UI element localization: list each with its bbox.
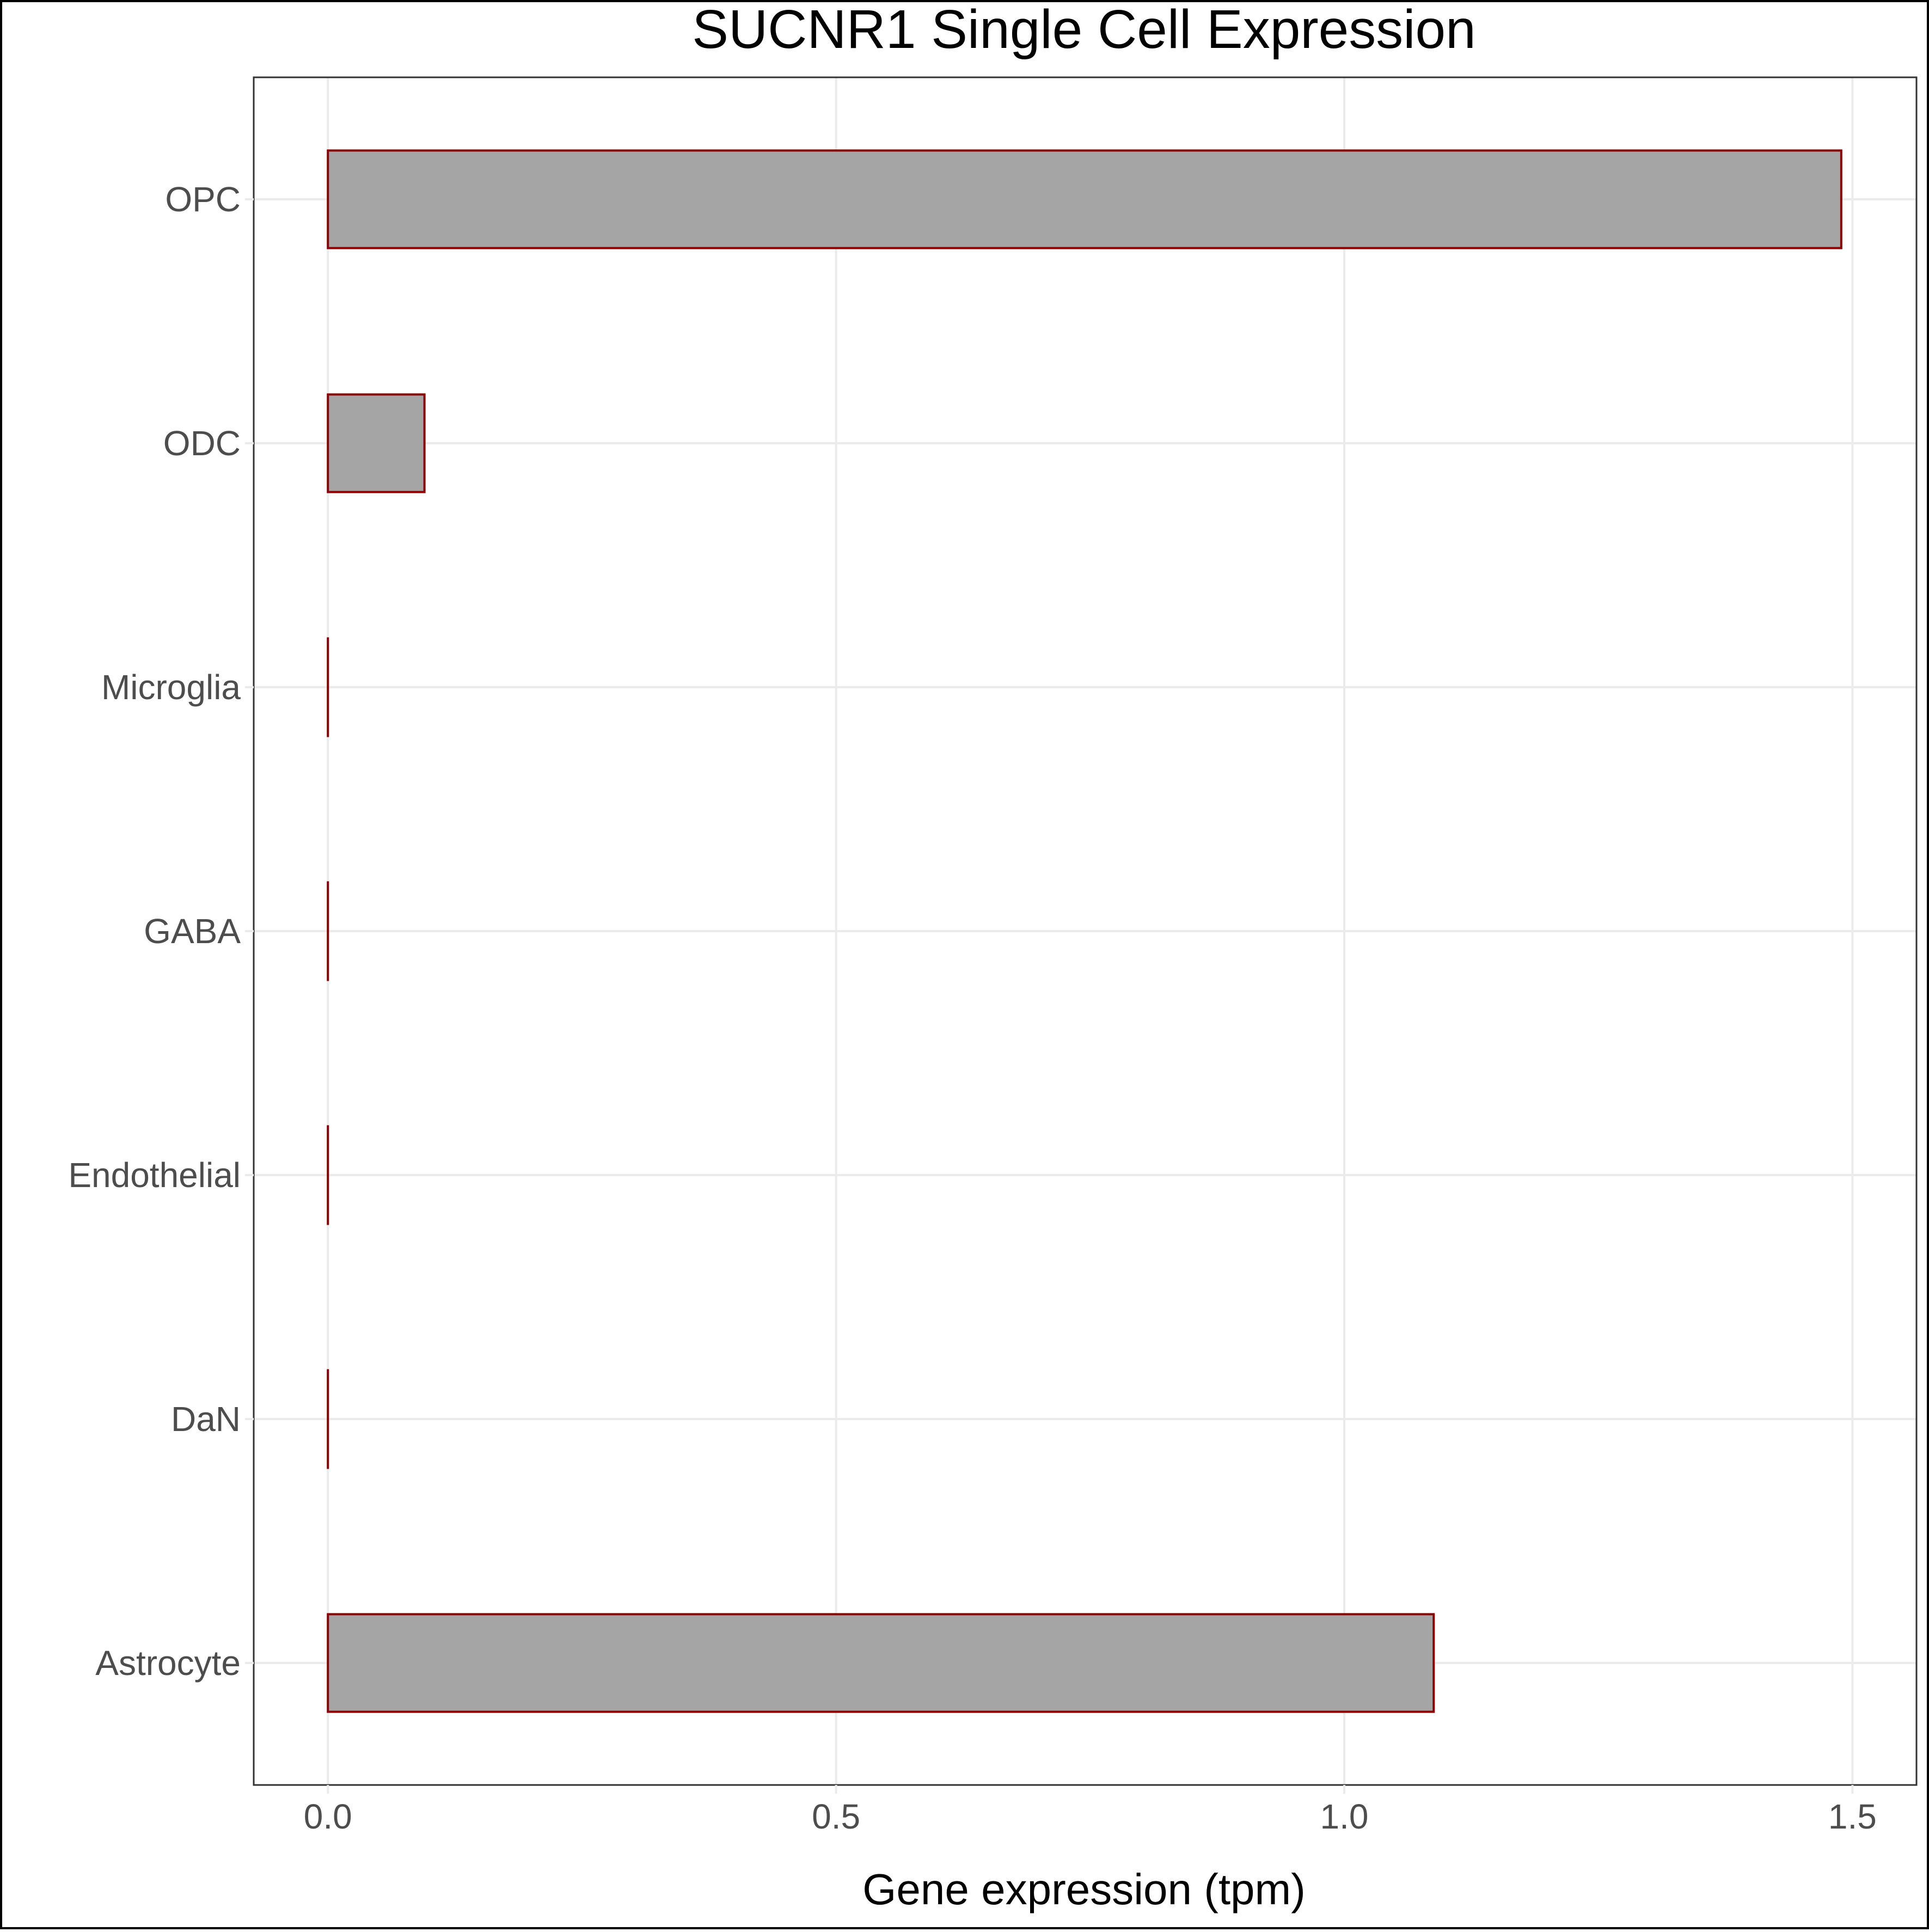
x-tick-label: 1.5 — [1828, 1797, 1877, 1836]
y-tick-label: Astrocyte — [95, 1643, 241, 1683]
y-tick-label: Endothelial — [68, 1155, 241, 1195]
chart-title: SUCNR1 Single Cell Expression — [692, 0, 1475, 60]
y-tick-label: GABA — [144, 912, 241, 951]
x-tick-label: 1.0 — [1320, 1797, 1369, 1836]
y-tick-label: Microglia — [101, 668, 241, 707]
ticks-layer — [245, 199, 1852, 1794]
bar-odc — [328, 394, 424, 492]
y-tick-label: DaN — [171, 1399, 241, 1439]
y-tick-label: OPC — [165, 180, 241, 219]
y-tick-label: ODC — [163, 424, 241, 463]
x-tick-label: 0.5 — [812, 1797, 860, 1836]
grid-layer — [254, 77, 1916, 1785]
x-axis-title: Gene expression (tpm) — [862, 1865, 1306, 1913]
x-tick-label: 0.0 — [304, 1797, 352, 1836]
bar-astrocyte — [328, 1614, 1434, 1711]
bar-opc — [328, 150, 1841, 248]
